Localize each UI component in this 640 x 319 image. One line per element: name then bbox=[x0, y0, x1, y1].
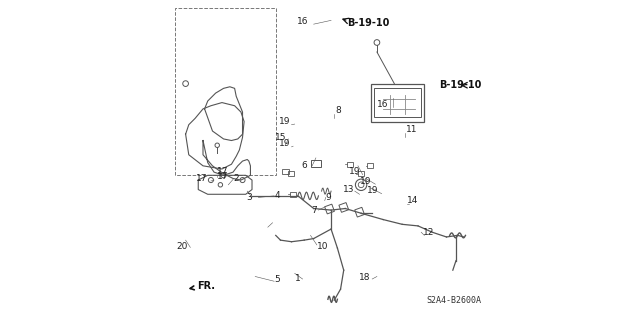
Text: 8: 8 bbox=[335, 106, 341, 115]
Text: 3: 3 bbox=[246, 193, 252, 202]
Text: 19: 19 bbox=[349, 167, 360, 176]
Text: S2A4-B2600A: S2A4-B2600A bbox=[426, 296, 481, 305]
Bar bbox=[374, 88, 421, 117]
Bar bbox=[355, 207, 364, 217]
Text: 17: 17 bbox=[196, 174, 208, 183]
Bar bbox=[367, 163, 373, 168]
Text: 2: 2 bbox=[233, 174, 239, 183]
Bar bbox=[347, 162, 353, 167]
Text: 7: 7 bbox=[311, 206, 317, 215]
Text: 4: 4 bbox=[274, 191, 280, 200]
Bar bbox=[339, 203, 349, 212]
Text: 20: 20 bbox=[177, 242, 188, 251]
Text: 14: 14 bbox=[407, 196, 419, 205]
Text: 6: 6 bbox=[301, 161, 307, 170]
Text: 17: 17 bbox=[217, 167, 228, 176]
Text: 11: 11 bbox=[406, 125, 418, 134]
Text: 1: 1 bbox=[295, 274, 301, 283]
Bar bbox=[289, 171, 294, 176]
Bar bbox=[324, 204, 335, 214]
Text: 16: 16 bbox=[377, 100, 388, 109]
Text: FR.: FR. bbox=[190, 281, 214, 291]
Text: 19: 19 bbox=[278, 139, 290, 148]
Bar bbox=[371, 84, 424, 122]
Bar bbox=[310, 160, 321, 167]
Text: 19: 19 bbox=[360, 176, 372, 186]
Text: 19: 19 bbox=[278, 117, 290, 126]
Text: 10: 10 bbox=[317, 242, 328, 251]
Text: 15: 15 bbox=[275, 133, 287, 142]
Bar bbox=[358, 171, 364, 176]
Text: 12: 12 bbox=[423, 228, 434, 237]
Text: 18: 18 bbox=[358, 273, 370, 282]
Bar bbox=[282, 169, 289, 174]
Text: B-19-10: B-19-10 bbox=[439, 80, 481, 90]
Text: 13: 13 bbox=[342, 185, 354, 194]
Text: 5: 5 bbox=[274, 275, 280, 284]
Text: 17: 17 bbox=[217, 172, 228, 182]
Text: B-19-10: B-19-10 bbox=[347, 18, 389, 28]
Text: 16: 16 bbox=[298, 18, 309, 26]
Text: 19: 19 bbox=[367, 186, 378, 195]
Text: 9: 9 bbox=[325, 193, 331, 202]
Bar bbox=[290, 192, 296, 197]
